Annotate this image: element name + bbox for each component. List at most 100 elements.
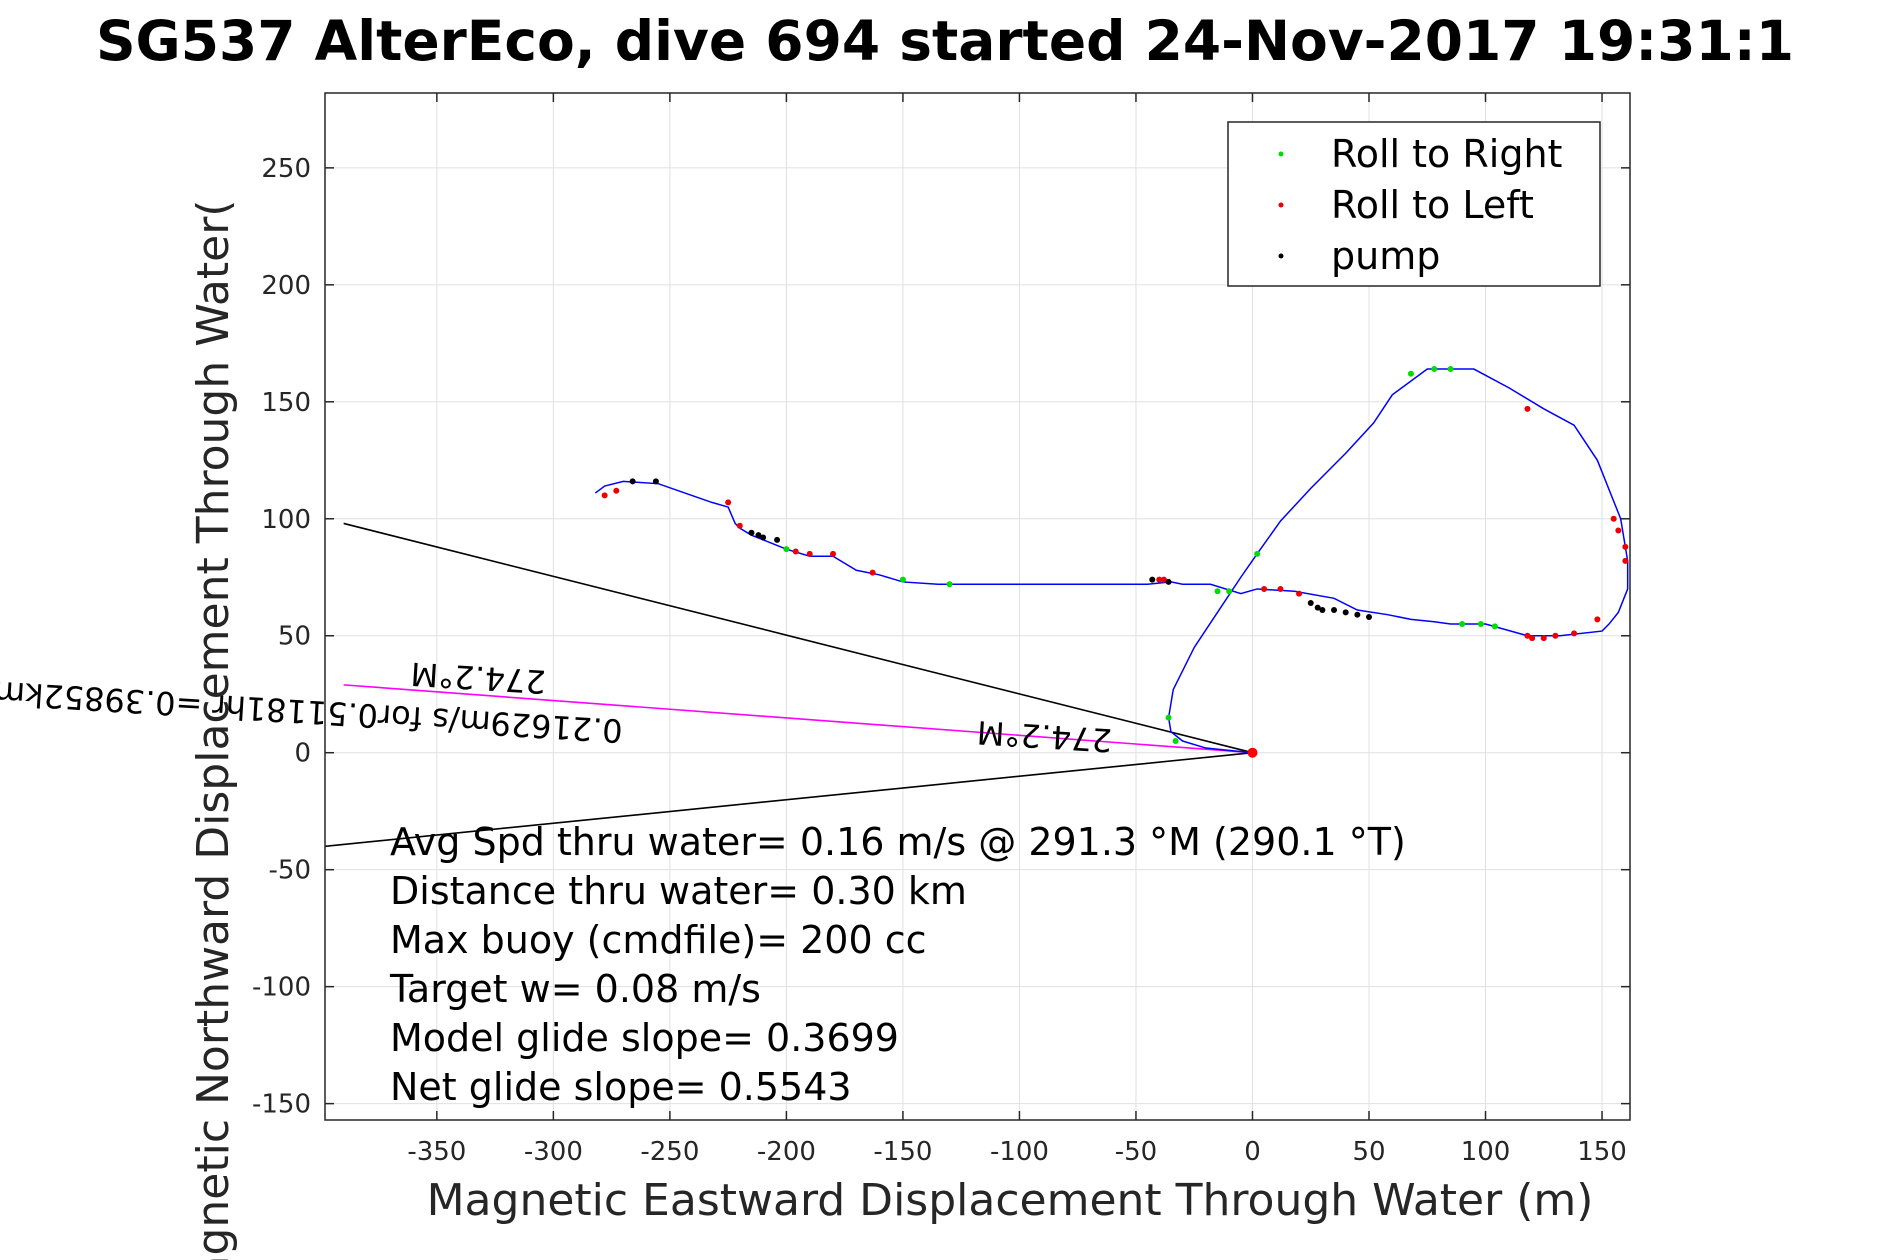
rotated-vector-label: 274.2°M [976,713,1113,759]
pump-point [1342,609,1349,616]
roll-left-point [1261,585,1268,592]
pump-point [1354,611,1361,618]
legend: Roll to Right Roll to Left pump [1227,121,1601,287]
roll-left-point [869,569,876,576]
roll-left-point [1540,635,1547,642]
y-tick-label: 100 [261,505,311,535]
legend-label: Roll to Right [1331,132,1562,176]
pump-point [1307,599,1314,606]
pump-point [629,478,636,485]
x-tick-label: 100 [1461,1137,1511,1167]
roll-left-point [806,550,813,557]
pump-point [1319,607,1326,614]
roll-right-point [899,576,906,583]
roll-left-point [1594,616,1601,623]
y-tick-label: 250 [261,154,311,184]
y-tick-label: 200 [261,271,311,301]
x-tick-label: 150 [1577,1137,1627,1167]
roll-left-point [1160,576,1167,583]
reference-line [343,684,1253,754]
axis-ticks: -350 -300 -250 -200 -150 -100 -50 0 50 100 150 -150… [252,93,1630,1167]
x-tick-label: -250 [640,1137,699,1167]
y-tick-label: -150 [252,1090,311,1120]
roll-left-point [1622,557,1629,564]
chart-title: SG537 AlterEco, dive 694 started 24-Nov-… [96,9,1794,73]
roll-left-point [792,548,799,555]
pump-point [748,529,755,536]
roll-left-point [613,487,620,494]
x-tick-label: -300 [524,1137,583,1167]
roll-right-point [1431,366,1438,373]
roll-right-point [1172,738,1179,745]
annotation-line: Net glide slope= 0.5543 [390,1065,852,1109]
roll-right-point [1214,588,1221,595]
roll-left-point [1296,590,1303,597]
roll-left-point [1156,576,1163,583]
roll-left-point [1622,543,1629,550]
y-tick-label: 150 [261,388,311,418]
y-tick-label: -50 [269,856,311,886]
x-tick-label: -350 [407,1137,466,1167]
legend-label: Roll to Left [1331,183,1534,227]
roll-right-point [1447,366,1454,373]
legend-label: pump [1331,234,1440,278]
track-line [594,368,1629,754]
roll-right-point [946,581,953,588]
x-axis-label: Magnetic Eastward Displacement Through W… [427,1175,1594,1226]
x-tick-label: -100 [990,1137,1049,1167]
pump-point [1331,607,1338,614]
roll-left-point [1615,527,1622,534]
axes-box [324,92,1631,1121]
plot-content [325,366,1629,848]
roll-right-point [1477,621,1484,628]
roll-left-point [1552,632,1559,639]
roll-right-point [1491,623,1498,630]
x-tick-label: 0 [1244,1137,1261,1167]
annotation-line: Distance thru water= 0.30 km [390,869,967,913]
roll-left-point [1277,585,1284,592]
roll-left-point [830,550,837,557]
origin-point [1247,747,1258,758]
annotation-line: Max buoy (cmdfile)= 200 cc [390,918,927,962]
legend-marker [1278,253,1284,259]
roll-right-point [783,546,790,553]
roll-right-point [1254,550,1261,557]
y-tick-label: 50 [278,622,311,652]
roll-right-point [1407,370,1414,377]
legend-box [1227,121,1601,287]
annotation-line: Model glide slope= 0.3699 [390,1016,899,1060]
reference-line [325,751,1253,848]
annotation-line: Target w= 0.08 m/s [389,967,761,1011]
x-tick-label: -50 [1115,1137,1157,1167]
roll-left-point [1610,515,1617,522]
plot-area: 274.2°M0.21629m/s for0.51181hr =0.39852k… [0,366,1629,848]
reference-line [343,522,1253,754]
roll-left-point [1524,632,1531,639]
y-tick-label: 0 [294,739,311,769]
pump-point [1314,604,1321,611]
rotated-vector-label: 274.2°M [410,655,547,701]
pump-point [1366,614,1372,621]
pump-point [760,534,767,541]
legend-marker [1278,202,1284,208]
roll-left-point [725,499,732,506]
annotation-line: Avg Spd thru water= 0.16 m/s @ 291.3 °M … [390,820,1406,864]
roll-left-point [1529,635,1536,642]
x-tick-label: 50 [1352,1137,1385,1167]
x-tick-label: -150 [873,1137,932,1167]
pump-point [774,536,781,543]
y-axis-label: Magnetic Northward Displacement Through … [188,200,239,1260]
roll-left-point [601,492,608,499]
pump-point [1165,578,1172,585]
pump-point [652,478,659,485]
roll-left-point [1571,630,1578,637]
pump-point [1149,576,1156,583]
roll-right-point [1165,714,1172,721]
x-tick-label: -200 [757,1137,816,1167]
roll-right-point [1459,621,1466,628]
roll-left-point [1524,405,1531,412]
legend-marker [1278,151,1284,157]
roll-right-point [1226,588,1233,595]
